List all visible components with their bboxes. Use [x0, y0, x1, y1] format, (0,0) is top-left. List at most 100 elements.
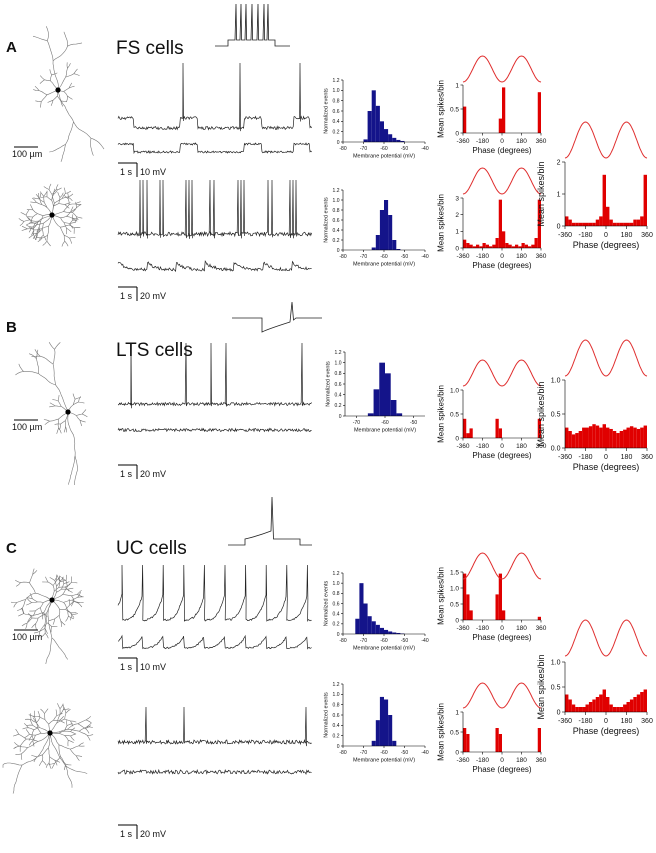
x-tick-label: -180	[476, 443, 489, 450]
bar	[524, 244, 528, 248]
neuron-morphology	[2, 703, 94, 794]
bar	[528, 246, 532, 248]
bar	[492, 244, 496, 248]
x-tick-label: -180	[476, 757, 489, 764]
y-tick-label: 0.6	[333, 109, 340, 115]
y-tick-label: 0.6	[333, 713, 340, 719]
y-tick-label: 0	[455, 245, 459, 252]
y-tick-label: 0	[455, 749, 459, 756]
x-tick-label: 360	[641, 232, 653, 239]
x-tick-label: 180	[516, 443, 527, 450]
x-axis-label: Membrane potential (mV)	[353, 262, 415, 268]
bar	[463, 106, 467, 133]
panel-title: UC cells	[116, 538, 187, 559]
x-tick-label: -40	[421, 750, 428, 756]
bar	[472, 246, 476, 248]
bar	[502, 87, 506, 133]
bar	[633, 697, 637, 712]
bar	[633, 427, 637, 448]
x-tick-label: -80	[339, 638, 346, 644]
x-tick-label: -80	[339, 750, 346, 756]
y-tick-label: 0.8	[333, 591, 340, 597]
y-tick-label: 2	[557, 159, 561, 166]
bar	[367, 616, 372, 634]
x-tick-label: -40	[421, 146, 428, 152]
bar	[363, 603, 368, 634]
y-tick-label: 1	[455, 229, 459, 236]
bar	[609, 704, 613, 712]
x-axis-label: Membrane potential (mV)	[353, 758, 415, 764]
scale-bar-label: 10 mV	[140, 662, 166, 672]
y-tick-label: 1.0	[333, 581, 340, 587]
bar	[463, 239, 467, 248]
inset-trace	[215, 3, 290, 47]
bar	[609, 428, 613, 448]
x-tick-label: 0	[500, 625, 504, 632]
bar	[565, 427, 569, 448]
voltage-trace	[117, 62, 312, 132]
bar	[633, 219, 637, 226]
bar	[392, 632, 397, 634]
bar	[390, 400, 397, 416]
y-tick-label: 0.8	[333, 702, 340, 708]
panel-letter: A	[6, 39, 17, 56]
bar	[511, 246, 515, 248]
y-axis-label: Normalized events	[324, 580, 330, 626]
x-axis-label: Phase (degrees)	[472, 261, 531, 270]
neuron-morphology	[10, 568, 84, 665]
x-axis-label: Phase (degrees)	[472, 633, 531, 642]
x-tick-label: 360	[536, 625, 547, 632]
x-tick-label: -60	[380, 254, 387, 260]
x-tick-label: 180	[516, 757, 527, 764]
bar	[534, 238, 538, 248]
y-tick-label: 0.5	[450, 411, 459, 418]
voltage-trace	[117, 342, 312, 409]
bar	[592, 222, 596, 226]
bar	[485, 244, 489, 248]
bar	[371, 247, 376, 250]
bar	[396, 413, 403, 416]
bar	[640, 216, 644, 226]
bar	[379, 696, 384, 746]
bar	[463, 573, 467, 620]
bar	[588, 702, 593, 712]
bar	[616, 707, 620, 712]
x-tick-label: 0	[500, 138, 504, 145]
bar	[373, 389, 380, 416]
bar	[469, 610, 473, 620]
panel-title: LTS cells	[116, 340, 193, 361]
y-tick-label: 1.0	[551, 659, 561, 666]
bar	[626, 702, 630, 712]
bar	[612, 222, 617, 226]
y-tick-label: 0.2	[333, 733, 340, 739]
x-tick-label: -180	[578, 454, 592, 461]
x-tick-label: 360	[641, 718, 653, 725]
x-axis-label: Phase (degrees)	[472, 765, 531, 774]
y-tick-label: 0.5	[450, 729, 459, 736]
bar	[371, 90, 376, 142]
bar	[482, 243, 486, 248]
bar	[616, 433, 620, 448]
x-tick-label: -50	[401, 638, 408, 644]
bar	[599, 427, 603, 448]
y-tick-label: 0	[337, 248, 340, 254]
x-axis-label: Phase (degrees)	[573, 726, 640, 736]
bar	[582, 427, 586, 448]
y-tick-label: 1.0	[450, 585, 459, 592]
y-tick-label: 0	[455, 435, 459, 442]
scale-bar-label: 20 mV	[140, 829, 166, 839]
x-tick-label: 0	[500, 253, 504, 260]
phase-reference-curve	[462, 359, 542, 387]
scale-bar-label: 1 s	[120, 662, 133, 672]
bar	[363, 139, 368, 142]
x-tick-label: -50	[401, 146, 408, 152]
x-tick-label: -180	[578, 718, 592, 725]
bar	[498, 118, 502, 133]
x-tick-label: -360	[456, 443, 469, 450]
scale-bar-label: 20 mV	[140, 291, 166, 301]
y-tick-label: 0.8	[335, 371, 342, 377]
bar	[384, 699, 389, 746]
x-tick-label: -60	[380, 638, 387, 644]
